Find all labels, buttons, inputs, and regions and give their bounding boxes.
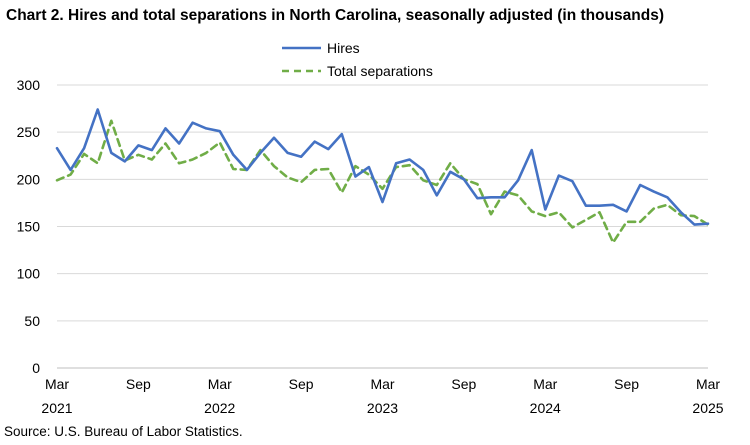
x-axis: Mar 2021 Sep Mar 2022 Sep Mar 2023 Sep Mar 2024 Sep… <box>41 367 724 416</box>
source-note: Source: U.S. Bureau of Labor Statistics. <box>4 424 243 439</box>
series-line-hires <box>55 108 710 226</box>
x-tick-year-label: 2025 <box>692 400 723 416</box>
x-tick-label: Sep <box>451 376 476 392</box>
x-tick-label: Mar <box>370 376 394 392</box>
x-tick-year-label: 2024 <box>530 400 561 416</box>
y-tick-label: 150 <box>17 219 41 235</box>
series-lines <box>55 108 710 244</box>
legend-label: Total separations <box>327 63 433 79</box>
y-tick-label: 250 <box>17 124 41 140</box>
y-tick-label: 300 <box>17 77 41 93</box>
x-tick-label: Mar <box>533 376 557 392</box>
x-tick-year-label: 2022 <box>204 400 235 416</box>
y-tick-label: 50 <box>24 313 40 329</box>
x-tick-label: Sep <box>126 376 151 392</box>
series-line-total-separations <box>55 119 710 244</box>
gridlines <box>57 84 708 322</box>
legend-label: Hires <box>327 40 360 56</box>
x-tick-label: Sep <box>614 376 639 392</box>
y-axis-tick-labels: 0 50 100 150 200 250 300 <box>17 77 41 376</box>
x-tick-label: Mar <box>696 376 720 392</box>
x-tick-label: Mar <box>45 376 69 392</box>
y-tick-label: 100 <box>17 266 41 282</box>
chart-title: Chart 2. Hires and total separations in … <box>6 7 665 24</box>
x-tick-label: Mar <box>208 376 232 392</box>
y-tick-label: 0 <box>32 360 40 376</box>
y-tick-label: 200 <box>17 171 41 187</box>
x-tick-label: Sep <box>289 376 314 392</box>
legend: Hires Total separations <box>282 40 433 79</box>
x-tick-year-label: 2023 <box>367 400 398 416</box>
x-tick-year-label: 2021 <box>41 400 72 416</box>
